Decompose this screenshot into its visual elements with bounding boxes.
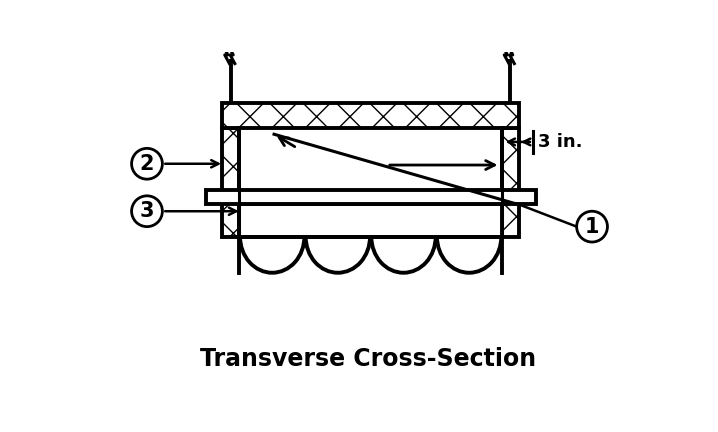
Bar bbox=[205, 190, 536, 203]
Text: 3: 3 bbox=[140, 201, 154, 221]
Circle shape bbox=[131, 196, 162, 227]
Text: 1: 1 bbox=[584, 216, 600, 237]
Text: 3 in.: 3 in. bbox=[538, 133, 582, 151]
Circle shape bbox=[577, 211, 607, 242]
Text: 2: 2 bbox=[140, 154, 154, 174]
Circle shape bbox=[131, 148, 162, 179]
Bar bbox=[223, 128, 239, 237]
Bar bbox=[239, 128, 502, 207]
Bar bbox=[223, 103, 519, 128]
Bar bbox=[239, 203, 502, 237]
Bar bbox=[223, 128, 239, 237]
Bar bbox=[223, 103, 519, 128]
Bar bbox=[502, 128, 519, 237]
Text: Transverse Cross-Section: Transverse Cross-Section bbox=[200, 346, 536, 371]
Bar bbox=[502, 128, 519, 237]
